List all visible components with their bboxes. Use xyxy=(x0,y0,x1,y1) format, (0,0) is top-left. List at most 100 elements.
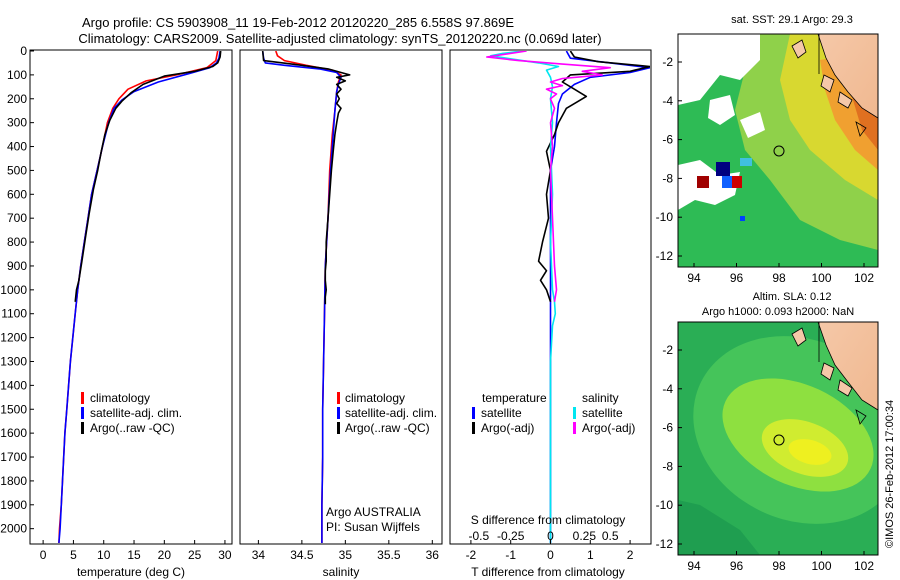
series-line-climatology xyxy=(275,51,342,543)
depth-tick-label: 1800 xyxy=(0,474,27,488)
depth-tick-label: 300 xyxy=(7,116,27,130)
legend-swatch-t-argo xyxy=(472,422,475,434)
difference-legend: temperature salinity satellite Argo(-adj… xyxy=(472,391,635,435)
legend-header-salinity: salinity xyxy=(582,391,619,405)
sst-map-title: sat. SST: 29.1 Argo: 29.3 xyxy=(731,14,853,26)
depth-tick-label: 1600 xyxy=(0,426,27,440)
difference-plot xyxy=(486,51,650,543)
x-tick-label: 36 xyxy=(426,548,440,562)
series-line-argo-raw-qc- xyxy=(74,51,222,302)
salinity-legend: climatology satellite-adj. clim. Argo(..… xyxy=(326,391,437,534)
depth-tick-label: 1000 xyxy=(0,283,27,297)
sla-land-sumatra xyxy=(817,322,878,411)
depth-tick-label: 1700 xyxy=(0,450,27,464)
depth-tick-label: 400 xyxy=(7,140,27,154)
sst-land-island xyxy=(820,74,835,93)
s-diff-tick-label: -0.5 xyxy=(469,529,490,543)
series-line-satellite-adj-clim- xyxy=(261,51,342,543)
legend-swatch-argo xyxy=(337,422,340,434)
depth-tick-label: 600 xyxy=(7,187,27,201)
sla-argo-position-marker xyxy=(773,434,785,446)
salinity-x-axis: 34 34.5 35 35.5 36 xyxy=(252,540,440,562)
sst-anomaly-cell xyxy=(740,158,752,166)
series-line-satellite-adj-clim- xyxy=(58,51,221,543)
sla-land-island xyxy=(791,327,807,347)
depth-tick-label: 100 xyxy=(7,68,27,82)
sla-low-zone xyxy=(678,500,760,555)
map-y-tick-label: -10 xyxy=(656,210,674,224)
temperature-legend: climatology satellite-adj. clim. Argo(..… xyxy=(81,391,182,435)
temperature-panel-frame xyxy=(29,49,233,545)
map-x-tick-label: 96 xyxy=(730,271,744,285)
depth-tick-label: 1900 xyxy=(0,498,27,512)
series-line-climatology xyxy=(58,51,219,543)
legend-swatch-climatology xyxy=(81,392,84,404)
sst-argo-position-marker xyxy=(773,145,785,157)
legend-swatch-climatology xyxy=(337,392,340,404)
depth-tick-label: 1500 xyxy=(0,402,27,416)
x-tick-label: 15 xyxy=(127,548,141,562)
legend-label-satellite: satellite-adj. clim. xyxy=(90,406,182,420)
legend-swatch-satellite xyxy=(337,407,340,419)
x-tick-label: 35.5 xyxy=(377,548,401,562)
s-diff-tick-label: 0 xyxy=(547,529,554,543)
temperature-plot xyxy=(58,51,222,543)
x-tick-label: 30 xyxy=(218,548,232,562)
map-x-tick-label: 100 xyxy=(811,271,831,285)
map-y-tick-label: -4 xyxy=(662,94,673,108)
legend-label-climatology: climatology xyxy=(345,391,405,405)
x-tick-label: 5 xyxy=(70,548,77,562)
legend-swatch-t-satellite xyxy=(472,407,475,419)
map-x-tick-label: 98 xyxy=(772,271,786,285)
x-tick-label: 0 xyxy=(547,548,554,562)
credit-stamp: ©IMOS 26-Feb-2012 17:00:34 xyxy=(884,400,896,548)
map-y-tick-label: -2 xyxy=(662,55,673,69)
x-tick-label: 34 xyxy=(252,548,266,562)
temperature-x-axis: 0 5 10 15 20 25 30 xyxy=(40,540,232,562)
map-y-tick-label: -12 xyxy=(656,537,674,551)
depth-tick-label: 900 xyxy=(7,259,27,273)
x-tick-label: -1 xyxy=(505,548,516,562)
legend-header-temperature: temperature xyxy=(482,391,547,405)
sla-land-island xyxy=(837,379,853,397)
sst-land-island xyxy=(855,121,867,137)
depth-tick-label: 200 xyxy=(7,92,27,106)
depth-tick-label: 1400 xyxy=(0,378,27,392)
map-x-tick-label: 98 xyxy=(772,559,786,573)
map-x-tick-label: 96 xyxy=(730,559,744,573)
map-y-tick-label: -6 xyxy=(662,421,673,435)
map-x-tick-label: 102 xyxy=(854,271,874,285)
legend-label-argo: Argo(..raw -QC) xyxy=(345,421,430,435)
legend-label-argo: Argo(..raw -QC) xyxy=(90,421,175,435)
map-y-tick-label: -8 xyxy=(662,459,673,473)
legend-label-t-satellite: satellite xyxy=(481,406,522,420)
legend-label-climatology: climatology xyxy=(90,391,150,405)
salinity-x-label: salinity xyxy=(323,565,360,579)
x-tick-label: 35 xyxy=(339,548,353,562)
sst-map-frame xyxy=(677,33,879,268)
x-tick-label: 1 xyxy=(587,548,594,562)
sla-map xyxy=(678,322,878,555)
sst-land-sumatra xyxy=(817,34,878,119)
sla-land-island xyxy=(820,362,835,381)
sst-land-island xyxy=(837,91,853,109)
sst-missing-data-3 xyxy=(708,95,735,125)
sla-map-axes: 94 96 98 100 102 -2 -4 -6 -8 -10 -12 xyxy=(656,343,875,573)
x-tick-label: 25 xyxy=(188,548,202,562)
map-y-tick-label: -12 xyxy=(656,249,674,263)
map-y-tick-label: -2 xyxy=(662,343,673,357)
sst-missing-data-1 xyxy=(678,34,760,105)
sst-missing-data-4 xyxy=(740,112,765,138)
salinity-plot xyxy=(261,51,351,543)
map-y-tick-label: -4 xyxy=(662,382,673,396)
sla-map-title-2: Argo h1000: 0.093 h2000: NaN xyxy=(702,306,854,318)
depth-tick-label: 800 xyxy=(7,235,27,249)
s-difference-label: S difference from climatology xyxy=(471,513,626,527)
depth-axis: 0 100 200 300 400 500 600 700 800 900 1000 1100 1200… xyxy=(0,44,34,536)
legend-label-t-argo: Argo(-adj) xyxy=(481,421,534,435)
sst-map xyxy=(678,34,878,267)
legend-label-s-satellite: satellite xyxy=(582,406,623,420)
depth-tick-label: 0 xyxy=(20,44,27,58)
map-x-tick-label: 94 xyxy=(687,271,701,285)
